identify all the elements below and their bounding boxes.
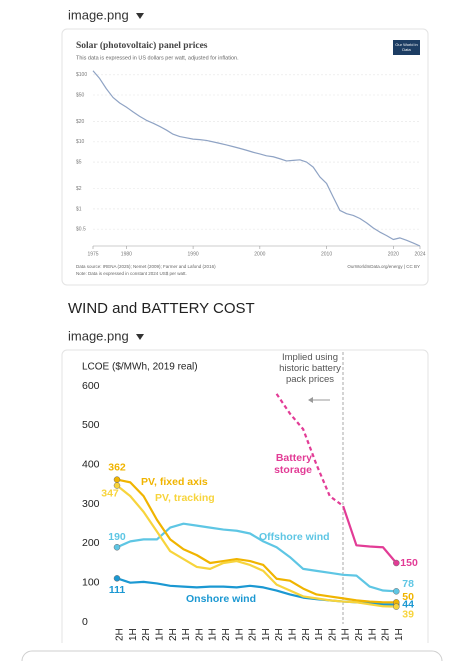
section-heading: WIND and BATTERY COST bbox=[68, 300, 255, 317]
chart-subtitle: This data is expressed in US dollars per… bbox=[76, 55, 239, 61]
x-tick-label: 2H bbox=[115, 628, 126, 641]
y-tick-label: $2 bbox=[76, 186, 82, 192]
attachment-label[interactable]: image.png bbox=[68, 7, 129, 22]
x-tick-label: 2H bbox=[354, 628, 365, 641]
x-tick-label: 1H bbox=[341, 628, 352, 641]
series-label: Onshore wind bbox=[186, 593, 257, 605]
arrow-head bbox=[308, 397, 313, 403]
end-marker bbox=[113, 575, 121, 582]
logo bbox=[393, 40, 420, 55]
x-tick-label: 1975 bbox=[87, 251, 98, 257]
x-tick-label: 2H bbox=[301, 628, 312, 641]
value-label: 362 bbox=[108, 461, 126, 473]
chart-note: Note: Data is expressed in constant 2024… bbox=[76, 271, 187, 276]
y-tick-label: 100 bbox=[82, 576, 100, 588]
x-tick-label: 1H bbox=[181, 628, 192, 641]
end-marker bbox=[393, 588, 400, 595]
value-label: 347 bbox=[101, 487, 119, 499]
x-tick-label: 1H bbox=[234, 628, 245, 641]
series-label: Offshore wind bbox=[259, 531, 330, 543]
value-label: 78 bbox=[402, 578, 414, 590]
series-label: PV, tracking bbox=[155, 492, 215, 504]
dropdown-icon[interactable] bbox=[136, 334, 144, 340]
y-tick-label: $50 bbox=[76, 92, 85, 98]
logo-text: Our World in Data bbox=[395, 42, 418, 52]
data-line bbox=[116, 522, 397, 593]
x-tick-label: 2H bbox=[381, 628, 392, 641]
x-tick-label: 1H bbox=[261, 628, 272, 641]
end-marker bbox=[393, 603, 400, 610]
y-tick-label: $5 bbox=[76, 159, 82, 165]
value-label: 111 bbox=[109, 584, 126, 596]
value-label: 39 bbox=[402, 608, 414, 620]
x-tick-label: 2H bbox=[248, 628, 259, 641]
x-tick-label: 1H bbox=[155, 628, 166, 641]
series-label: PV, fixed axis bbox=[141, 476, 208, 488]
x-tick-label: 2H bbox=[327, 628, 338, 641]
y-tick-label: $1 bbox=[76, 206, 82, 212]
x-tick-label: 2H bbox=[221, 628, 232, 641]
x-tick-label: 2000 bbox=[254, 251, 265, 257]
image-card bbox=[61, 28, 429, 286]
value-label: 44 bbox=[402, 598, 414, 610]
x-tick-label: 2024 bbox=[414, 251, 425, 257]
data-line bbox=[92, 70, 421, 247]
y-tick-label: 200 bbox=[82, 537, 100, 549]
x-tick-label: 2010 bbox=[321, 251, 332, 257]
y-tick-label: 0 bbox=[82, 616, 88, 628]
x-tick-label: 1H bbox=[367, 628, 378, 641]
y-tick-label: $0.5 bbox=[76, 226, 86, 232]
attachment-label[interactable]: image.png bbox=[68, 328, 129, 343]
x-tick-label: 1H bbox=[314, 628, 325, 641]
x-tick-label: 1980 bbox=[121, 251, 132, 257]
end-marker bbox=[113, 482, 121, 489]
credit: OurWorldInData.org/energy | CC BY bbox=[347, 264, 420, 269]
y-axis-title: LCOE ($/MWh, 2019 real) bbox=[82, 362, 198, 373]
value-label: 190 bbox=[108, 531, 126, 543]
dropdown-icon[interactable] bbox=[136, 13, 144, 19]
data-source: Data source: IRENA (2025); Nemet (2009);… bbox=[76, 264, 216, 269]
end-marker bbox=[113, 476, 121, 483]
y-tick-label: 500 bbox=[82, 419, 100, 431]
value-label: 150 bbox=[400, 557, 418, 569]
x-tick-label: 2020 bbox=[388, 251, 399, 257]
y-tick-label: 600 bbox=[82, 380, 100, 392]
y-tick-label: $20 bbox=[76, 119, 85, 125]
y-tick-label: $100 bbox=[76, 72, 87, 78]
x-tick-label: 2H bbox=[194, 628, 205, 641]
x-tick-label: 2H bbox=[274, 628, 285, 641]
x-tick-label: 1H bbox=[208, 628, 219, 641]
y-tick-label: 300 bbox=[82, 498, 100, 510]
x-tick-label: 1H bbox=[128, 628, 139, 641]
x-tick-label: 1H bbox=[394, 628, 405, 641]
value-label: 50 bbox=[402, 591, 414, 603]
x-tick-label: 1H bbox=[288, 628, 299, 641]
data-line bbox=[116, 484, 397, 608]
y-tick-label: 400 bbox=[82, 458, 100, 470]
x-tick-label: 2H bbox=[141, 628, 152, 641]
chart-title: Solar (photovoltaic) panel prices bbox=[76, 40, 208, 51]
end-marker bbox=[113, 544, 121, 551]
y-tick-label: $10 bbox=[76, 139, 85, 145]
annotation: Implied using historic battery pack pric… bbox=[279, 352, 341, 385]
x-tick-label: 1990 bbox=[188, 251, 199, 257]
end-marker bbox=[393, 559, 400, 567]
series-label: Battery storage bbox=[274, 452, 312, 476]
data-line bbox=[275, 393, 398, 564]
x-tick-label: 2H bbox=[168, 628, 179, 641]
image-card bbox=[61, 349, 429, 661]
data-line bbox=[116, 478, 397, 604]
